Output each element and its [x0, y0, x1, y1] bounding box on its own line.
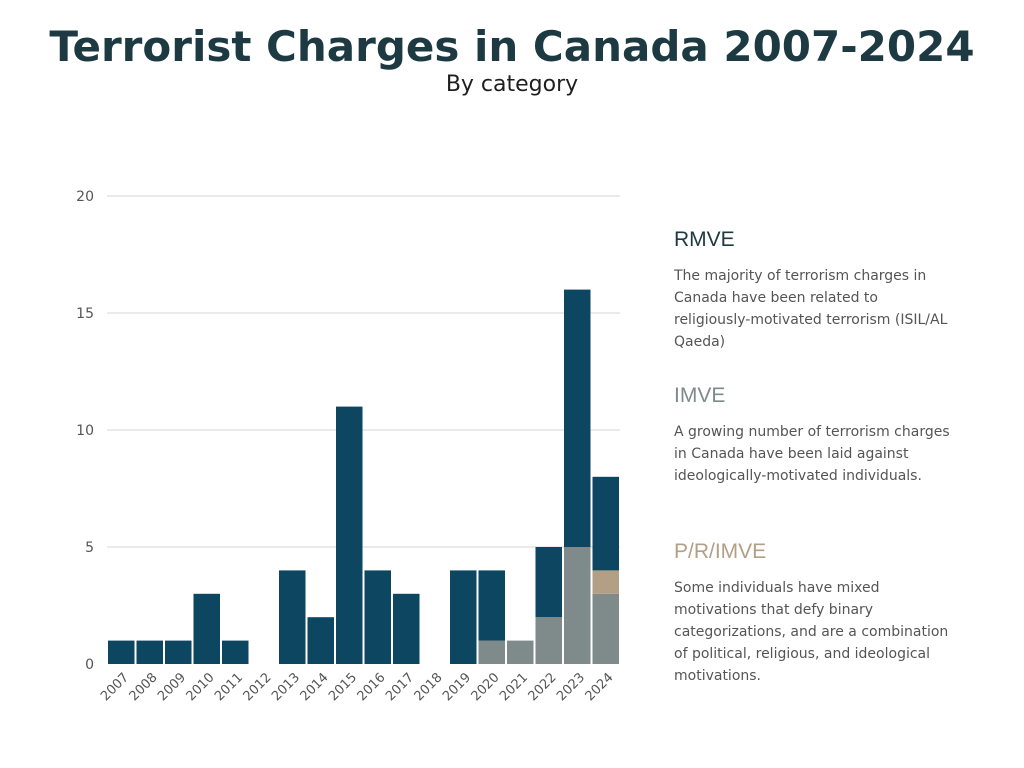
x-tick-label: 2017 [383, 670, 417, 704]
y-axis-ticks: 0 5 10 15 20 [76, 189, 94, 673]
bar-imve-2021 [507, 640, 534, 664]
x-tick-label: 2013 [269, 670, 303, 704]
bar-rmve-2019 [450, 570, 477, 664]
x-tick-label: 2012 [241, 670, 275, 704]
gridlines [107, 195, 620, 548]
y-tick-label: 0 [85, 657, 94, 673]
chart-subtitle: By category [445, 72, 579, 97]
imve-heading: IMVE [674, 384, 726, 407]
bar-rmve-2013 [279, 570, 306, 664]
imve-description: A growing number of terrorism charges in… [674, 424, 950, 484]
x-tick-label: 2022 [526, 670, 560, 704]
bar-rmve-2009 [165, 640, 192, 664]
x-tick-label: 2007 [98, 670, 132, 704]
x-tick-label: 2024 [583, 670, 617, 704]
x-tick-label: 2010 [184, 670, 218, 704]
bar-rmve-2015 [336, 406, 363, 664]
bar-rmve-2024 [592, 476, 619, 571]
y-tick-label: 20 [76, 189, 94, 205]
y-tick-label: 10 [76, 423, 94, 439]
x-tick-label: 2019 [440, 670, 474, 704]
x-tick-label: 2014 [298, 670, 332, 704]
rmve-description: The majority of terrorism charges in Can… [674, 268, 948, 350]
bar-rmve-2007 [108, 640, 135, 664]
prim-heading: P/R/IMVE [674, 540, 767, 563]
x-tick-label: 2021 [497, 670, 531, 704]
x-tick-label: 2020 [469, 670, 503, 704]
x-axis-ticks: 2007200820092010201120122013201420152016… [98, 670, 617, 704]
prim-description: Some individuals have mixed motivations … [674, 580, 949, 684]
bar-rmve-2008 [136, 640, 163, 664]
bar-imve-2024 [592, 593, 619, 664]
bar-imve-2020 [478, 640, 505, 664]
x-tick-label: 2011 [212, 670, 246, 704]
x-tick-label: 2023 [554, 670, 588, 704]
y-tick-label: 15 [76, 306, 94, 322]
bar-rmve-2020 [478, 570, 505, 641]
x-tick-label: 2015 [326, 670, 360, 704]
bar-rmve-2023 [564, 289, 591, 547]
bar-p-r-imve-2024 [592, 570, 619, 594]
bar-rmve-2011 [222, 640, 249, 664]
bar-rmve-2010 [193, 593, 220, 664]
bar-rmve-2014 [307, 617, 334, 664]
bar-rmve-2017 [393, 593, 420, 664]
x-tick-label: 2008 [127, 670, 161, 704]
bar-imve-2022 [535, 617, 562, 664]
x-tick-label: 2018 [412, 670, 446, 704]
bar-rmve-2016 [364, 570, 391, 664]
rmve-heading: RMVE [674, 228, 735, 251]
chart-title: Terrorist Charges in Canada 2007-2024 [49, 22, 975, 71]
x-tick-label: 2016 [355, 670, 389, 704]
y-tick-label: 5 [85, 540, 94, 556]
x-tick-label: 2009 [155, 670, 189, 704]
bar-rmve-2022 [535, 547, 562, 618]
bars [108, 289, 619, 664]
bar-imve-2023 [564, 547, 591, 664]
